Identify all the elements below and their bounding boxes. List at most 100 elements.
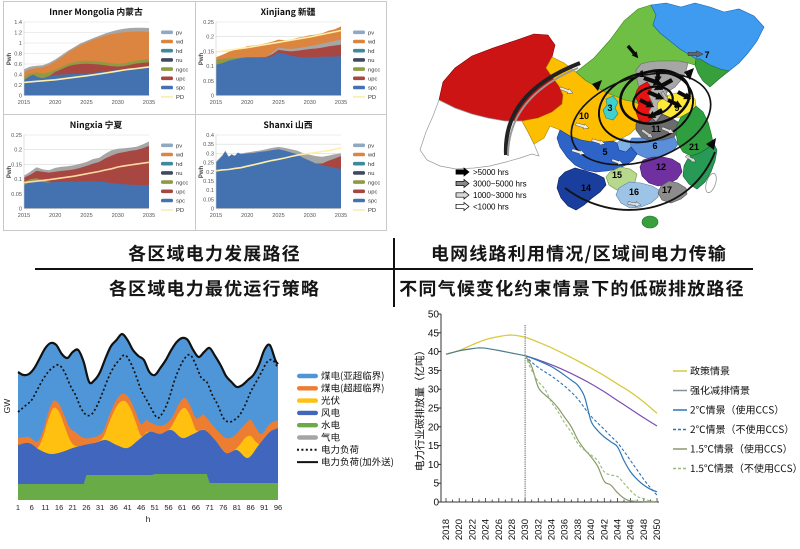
svg-text:25: 25 [428,404,440,415]
svg-text:2032: 2032 [533,519,544,540]
svg-text:21: 21 [689,142,699,152]
svg-text:36: 36 [110,503,118,512]
svg-text:ngcc: ngcc [368,180,380,186]
svg-text:0.2: 0.2 [206,170,214,176]
svg-text:0.2: 0.2 [14,83,22,89]
svg-text:0: 0 [433,498,439,509]
svg-text:2026: 2026 [494,519,505,540]
svg-text:GW: GW [2,399,12,414]
svg-text:0.15: 0.15 [203,49,214,55]
svg-text:2035: 2035 [143,213,155,219]
svg-text:35: 35 [428,366,440,377]
svg-text:2035: 2035 [335,100,347,106]
svg-text:pv: pv [368,144,374,150]
svg-text:26: 26 [82,503,90,512]
svg-text:2025: 2025 [80,213,92,219]
svg-text:86: 86 [246,503,254,512]
svg-text:0.15: 0.15 [203,179,214,185]
svg-text:50: 50 [428,310,440,321]
svg-text:10: 10 [428,460,440,471]
svg-text:2048: 2048 [639,519,650,540]
svg-text:nu: nu [368,58,374,64]
svg-text:2020: 2020 [49,100,61,106]
svg-text:2042: 2042 [599,519,610,540]
svg-text:0.2: 0.2 [206,35,214,41]
svg-text:0.35: 0.35 [203,142,214,148]
svg-text:0.25: 0.25 [203,20,214,26]
svg-text:3000~5000 hrs: 3000~5000 hrs [473,179,527,188]
svg-text:76: 76 [219,503,227,512]
svg-text:spc: spc [368,86,377,92]
svg-text:pv: pv [176,31,182,37]
svg-text:0.4: 0.4 [14,73,22,79]
svg-text:5: 5 [602,147,607,157]
svg-text:2024: 2024 [481,519,492,540]
svg-text:ngcc: ngcc [176,67,188,73]
svg-text:hd: hd [368,162,374,168]
svg-text:2015: 2015 [210,100,222,106]
svg-text:0.6: 0.6 [14,62,22,68]
svg-text:40: 40 [428,347,440,358]
svg-text:2030: 2030 [112,213,124,219]
svg-text:2030: 2030 [520,519,531,540]
svg-text:2015: 2015 [18,100,30,106]
svg-text:14: 14 [581,183,591,193]
svg-text:2050: 2050 [652,519,663,540]
svg-text:3: 3 [607,103,612,113]
svg-text:Pwh: Pwh [199,53,205,66]
svg-text:46: 46 [137,503,145,512]
svg-text:2044: 2044 [612,519,623,540]
svg-text:0: 0 [19,207,22,213]
svg-text:2030: 2030 [304,100,316,106]
svg-text:2020: 2020 [241,100,253,106]
svg-text:wd: wd [367,153,375,159]
svg-text:hd: hd [368,49,374,55]
svg-text:1: 1 [639,69,644,79]
svg-text:0.2: 0.2 [14,148,22,154]
svg-text:2025: 2025 [272,213,284,219]
svg-text:10: 10 [579,111,589,121]
svg-text:0.1: 0.1 [206,188,214,194]
svg-text:12: 12 [656,162,666,172]
svg-text:nu: nu [368,171,374,177]
svg-text:>5000 hrs: >5000 hrs [473,168,509,177]
svg-text:0: 0 [211,207,214,213]
svg-text:2025: 2025 [80,100,92,106]
svg-text:91: 91 [260,503,268,512]
svg-text:1.4: 1.4 [14,20,22,26]
svg-text:upc: upc [368,77,377,83]
svg-text:ngcc: ngcc [176,180,188,186]
svg-text:2020: 2020 [454,519,465,540]
svg-text:31: 31 [96,503,104,512]
svg-text:81: 81 [233,503,241,512]
svg-text:51: 51 [151,503,159,512]
svg-text:0.1: 0.1 [206,64,214,70]
svg-text:1.2: 1.2 [14,31,22,37]
svg-text:2020: 2020 [241,213,253,219]
svg-text:wd: wd [175,40,183,46]
svg-text:2036: 2036 [560,519,571,540]
svg-text:15: 15 [428,441,440,452]
svg-text:2020: 2020 [49,213,61,219]
svg-text:2018: 2018 [441,519,452,540]
svg-text:66: 66 [192,503,200,512]
svg-text:2034: 2034 [547,519,558,540]
svg-text:nu: nu [176,171,182,177]
svg-text:45: 45 [428,328,440,339]
svg-text:1: 1 [16,503,20,512]
svg-text:pv: pv [368,31,374,37]
svg-text:spc: spc [176,86,185,92]
svg-text:2038: 2038 [573,519,584,540]
svg-text:5: 5 [433,479,439,490]
svg-text:41: 41 [123,503,131,512]
svg-text:ngcc: ngcc [368,67,380,73]
svg-text:2040: 2040 [586,519,597,540]
svg-text:30: 30 [428,385,440,396]
svg-text:2022: 2022 [467,519,478,540]
svg-text:1000~3000 hrs: 1000~3000 hrs [473,191,527,200]
svg-text:h: h [146,514,151,524]
svg-text:11: 11 [651,124,661,134]
svg-text:spc: spc [176,199,185,205]
svg-text:0: 0 [19,94,22,100]
svg-text:upc: upc [368,190,377,196]
